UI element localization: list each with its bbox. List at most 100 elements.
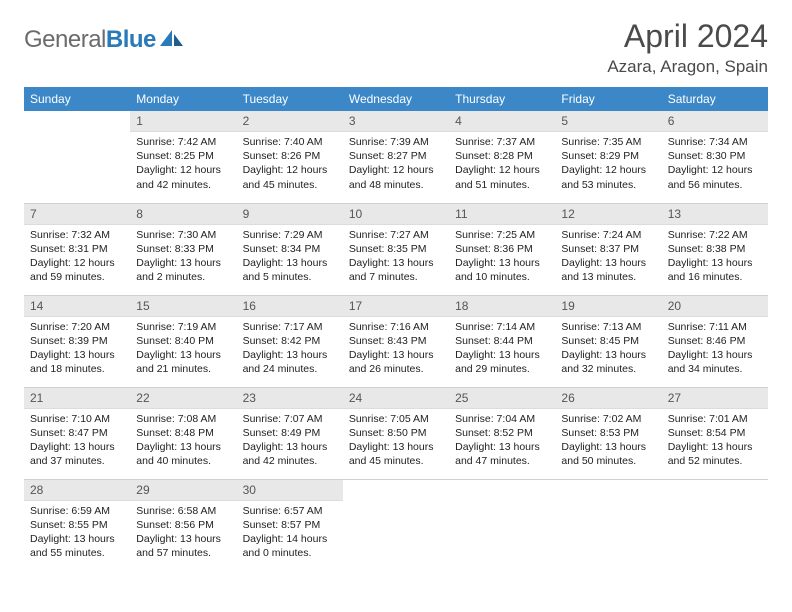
day-number: 29	[130, 480, 236, 501]
day-content: Sunrise: 7:37 AMSunset: 8:28 PMDaylight:…	[449, 132, 555, 196]
calendar-cell: 1Sunrise: 7:42 AMSunset: 8:25 PMDaylight…	[130, 111, 236, 203]
title-block: April 2024 Azara, Aragon, Spain	[607, 18, 768, 77]
calendar-cell: 25Sunrise: 7:04 AMSunset: 8:52 PMDayligh…	[449, 387, 555, 479]
calendar-cell	[449, 479, 555, 571]
calendar-cell: 21Sunrise: 7:10 AMSunset: 8:47 PMDayligh…	[24, 387, 130, 479]
day-number: 30	[237, 480, 343, 501]
day-number: 20	[662, 296, 768, 317]
day-number: 12	[555, 204, 661, 225]
logo-sail-icon	[159, 28, 185, 53]
day-number: 9	[237, 204, 343, 225]
day-number: 2	[237, 111, 343, 132]
day-number: 6	[662, 111, 768, 132]
calendar-cell: 19Sunrise: 7:13 AMSunset: 8:45 PMDayligh…	[555, 295, 661, 387]
day-content: Sunrise: 7:34 AMSunset: 8:30 PMDaylight:…	[662, 132, 768, 196]
calendar-cell: 27Sunrise: 7:01 AMSunset: 8:54 PMDayligh…	[662, 387, 768, 479]
day-content: Sunrise: 7:30 AMSunset: 8:33 PMDaylight:…	[130, 225, 236, 289]
calendar-cell	[662, 479, 768, 571]
calendar-cell: 2Sunrise: 7:40 AMSunset: 8:26 PMDaylight…	[237, 111, 343, 203]
day-content: Sunrise: 7:17 AMSunset: 8:42 PMDaylight:…	[237, 317, 343, 381]
day-content: Sunrise: 7:39 AMSunset: 8:27 PMDaylight:…	[343, 132, 449, 196]
calendar-table: SundayMondayTuesdayWednesdayThursdayFrid…	[24, 87, 768, 571]
logo-word-1: General	[24, 26, 106, 53]
header: GeneralBlue April 2024 Azara, Aragon, Sp…	[24, 18, 768, 77]
calendar-cell: 20Sunrise: 7:11 AMSunset: 8:46 PMDayligh…	[662, 295, 768, 387]
calendar-cell: 16Sunrise: 7:17 AMSunset: 8:42 PMDayligh…	[237, 295, 343, 387]
day-content: Sunrise: 6:57 AMSunset: 8:57 PMDaylight:…	[237, 501, 343, 565]
calendar-cell	[24, 111, 130, 203]
day-number: 8	[130, 204, 236, 225]
day-content: Sunrise: 7:42 AMSunset: 8:25 PMDaylight:…	[130, 132, 236, 196]
calendar-cell: 12Sunrise: 7:24 AMSunset: 8:37 PMDayligh…	[555, 203, 661, 295]
day-content: Sunrise: 7:19 AMSunset: 8:40 PMDaylight:…	[130, 317, 236, 381]
day-content: Sunrise: 7:14 AMSunset: 8:44 PMDaylight:…	[449, 317, 555, 381]
day-number: 16	[237, 296, 343, 317]
day-content: Sunrise: 7:05 AMSunset: 8:50 PMDaylight:…	[343, 409, 449, 473]
day-content: Sunrise: 7:04 AMSunset: 8:52 PMDaylight:…	[449, 409, 555, 473]
day-number: 14	[24, 296, 130, 317]
day-content: Sunrise: 7:32 AMSunset: 8:31 PMDaylight:…	[24, 225, 130, 289]
day-number: 18	[449, 296, 555, 317]
day-content: Sunrise: 7:13 AMSunset: 8:45 PMDaylight:…	[555, 317, 661, 381]
day-number: 26	[555, 388, 661, 409]
calendar-cell: 15Sunrise: 7:19 AMSunset: 8:40 PMDayligh…	[130, 295, 236, 387]
calendar-cell: 10Sunrise: 7:27 AMSunset: 8:35 PMDayligh…	[343, 203, 449, 295]
day-content: Sunrise: 7:10 AMSunset: 8:47 PMDaylight:…	[24, 409, 130, 473]
day-content: Sunrise: 7:27 AMSunset: 8:35 PMDaylight:…	[343, 225, 449, 289]
calendar-week-row: 14Sunrise: 7:20 AMSunset: 8:39 PMDayligh…	[24, 295, 768, 387]
calendar-cell: 9Sunrise: 7:29 AMSunset: 8:34 PMDaylight…	[237, 203, 343, 295]
calendar-cell	[343, 479, 449, 571]
day-content: Sunrise: 7:40 AMSunset: 8:26 PMDaylight:…	[237, 132, 343, 196]
calendar-cell: 29Sunrise: 6:58 AMSunset: 8:56 PMDayligh…	[130, 479, 236, 571]
day-content: Sunrise: 7:35 AMSunset: 8:29 PMDaylight:…	[555, 132, 661, 196]
day-number: 15	[130, 296, 236, 317]
day-number: 23	[237, 388, 343, 409]
day-number: 24	[343, 388, 449, 409]
day-number: 7	[24, 204, 130, 225]
weekday-header: Saturday	[662, 87, 768, 111]
day-number: 10	[343, 204, 449, 225]
logo-text: GeneralBlue	[24, 26, 156, 54]
calendar-week-row: 28Sunrise: 6:59 AMSunset: 8:55 PMDayligh…	[24, 479, 768, 571]
day-content: Sunrise: 7:01 AMSunset: 8:54 PMDaylight:…	[662, 409, 768, 473]
calendar-cell: 7Sunrise: 7:32 AMSunset: 8:31 PMDaylight…	[24, 203, 130, 295]
day-number: 27	[662, 388, 768, 409]
weekday-header: Wednesday	[343, 87, 449, 111]
day-content: Sunrise: 7:07 AMSunset: 8:49 PMDaylight:…	[237, 409, 343, 473]
weekday-header: Thursday	[449, 87, 555, 111]
calendar-week-row: 7Sunrise: 7:32 AMSunset: 8:31 PMDaylight…	[24, 203, 768, 295]
day-number: 3	[343, 111, 449, 132]
day-content: Sunrise: 6:58 AMSunset: 8:56 PMDaylight:…	[130, 501, 236, 565]
calendar-cell: 11Sunrise: 7:25 AMSunset: 8:36 PMDayligh…	[449, 203, 555, 295]
day-content: Sunrise: 7:02 AMSunset: 8:53 PMDaylight:…	[555, 409, 661, 473]
calendar-cell: 28Sunrise: 6:59 AMSunset: 8:55 PMDayligh…	[24, 479, 130, 571]
day-content: Sunrise: 7:11 AMSunset: 8:46 PMDaylight:…	[662, 317, 768, 381]
location: Azara, Aragon, Spain	[607, 57, 768, 77]
calendar-cell: 4Sunrise: 7:37 AMSunset: 8:28 PMDaylight…	[449, 111, 555, 203]
calendar-cell: 6Sunrise: 7:34 AMSunset: 8:30 PMDaylight…	[662, 111, 768, 203]
weekday-header: Sunday	[24, 87, 130, 111]
calendar-cell: 24Sunrise: 7:05 AMSunset: 8:50 PMDayligh…	[343, 387, 449, 479]
calendar-cell	[555, 479, 661, 571]
day-number: 17	[343, 296, 449, 317]
calendar-week-row: 21Sunrise: 7:10 AMSunset: 8:47 PMDayligh…	[24, 387, 768, 479]
day-number: 25	[449, 388, 555, 409]
day-content: Sunrise: 7:24 AMSunset: 8:37 PMDaylight:…	[555, 225, 661, 289]
page-title: April 2024	[607, 18, 768, 55]
day-number: 11	[449, 204, 555, 225]
day-content: Sunrise: 6:59 AMSunset: 8:55 PMDaylight:…	[24, 501, 130, 565]
calendar-cell: 26Sunrise: 7:02 AMSunset: 8:53 PMDayligh…	[555, 387, 661, 479]
day-content: Sunrise: 7:20 AMSunset: 8:39 PMDaylight:…	[24, 317, 130, 381]
day-content: Sunrise: 7:08 AMSunset: 8:48 PMDaylight:…	[130, 409, 236, 473]
calendar-cell: 18Sunrise: 7:14 AMSunset: 8:44 PMDayligh…	[449, 295, 555, 387]
day-number: 19	[555, 296, 661, 317]
day-content: Sunrise: 7:25 AMSunset: 8:36 PMDaylight:…	[449, 225, 555, 289]
calendar-cell: 14Sunrise: 7:20 AMSunset: 8:39 PMDayligh…	[24, 295, 130, 387]
day-number: 1	[130, 111, 236, 132]
day-number: 4	[449, 111, 555, 132]
calendar-week-row: 1Sunrise: 7:42 AMSunset: 8:25 PMDaylight…	[24, 111, 768, 203]
day-content: Sunrise: 7:16 AMSunset: 8:43 PMDaylight:…	[343, 317, 449, 381]
day-number: 5	[555, 111, 661, 132]
calendar-header-row: SundayMondayTuesdayWednesdayThursdayFrid…	[24, 87, 768, 111]
calendar-cell: 3Sunrise: 7:39 AMSunset: 8:27 PMDaylight…	[343, 111, 449, 203]
